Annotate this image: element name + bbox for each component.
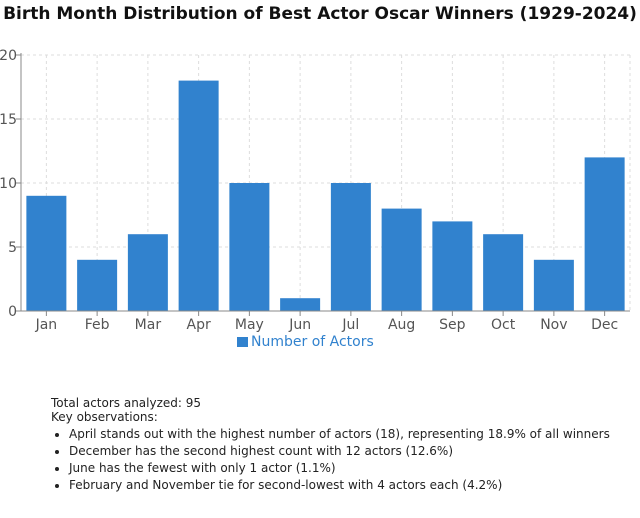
y-tick-label: 15 xyxy=(0,112,17,128)
bar-feb xyxy=(77,259,118,311)
observations-list: April stands out with the highest number… xyxy=(51,427,610,492)
x-tick-label: Aug xyxy=(388,317,415,333)
x-tick-label: Mar xyxy=(135,317,162,333)
bar-apr xyxy=(178,80,219,311)
bar-dec xyxy=(584,157,625,311)
x-tick-label: Nov xyxy=(540,317,567,333)
x-tick-label: Sep xyxy=(439,317,466,333)
x-tick-label: Apr xyxy=(187,317,211,333)
x-tick-label: May xyxy=(235,317,264,333)
observation-item: February and November tie for second-low… xyxy=(69,478,610,492)
bar-mar xyxy=(127,234,168,311)
x-tick-label: Dec xyxy=(591,317,618,333)
legend[interactable]: Number of Actors xyxy=(237,334,374,350)
bar-jul xyxy=(330,183,371,311)
total-text: Total actors analyzed: 95 xyxy=(51,396,202,410)
bar-chart: 0 5 10 15 20 Jan Feb Mar Apr May Jun Jul Aug Sep Oct No… xyxy=(0,48,631,333)
x-tick-label: Jun xyxy=(288,317,311,333)
y-tick-label: 0 xyxy=(8,304,17,320)
bar-jan xyxy=(26,195,67,311)
observation-item: December has the second highest count wi… xyxy=(69,444,610,458)
observations-heading: Key observations: xyxy=(51,410,158,424)
bar-aug xyxy=(381,208,422,311)
x-tick-label: Feb xyxy=(85,317,110,333)
x-tick-label: Oct xyxy=(491,317,516,333)
bar-nov xyxy=(533,259,574,311)
legend-label: Number of Actors xyxy=(251,334,374,350)
x-tick-label: Jul xyxy=(341,317,359,333)
bar-jun xyxy=(280,298,321,311)
observation-item: June has the fewest with only 1 actor (1… xyxy=(69,461,610,475)
bar-oct xyxy=(483,234,524,311)
bar-sep xyxy=(432,221,473,311)
y-tick-label: 5 xyxy=(8,240,17,256)
notes: Total actors analyzed: 95 Key observatio… xyxy=(51,396,610,495)
chart-title: Birth Month Distribution of Best Actor O… xyxy=(3,4,637,24)
legend-swatch xyxy=(237,337,248,347)
y-tick-label: 20 xyxy=(0,48,17,64)
observation-item: April stands out with the highest number… xyxy=(69,427,610,441)
y-tick-label: 10 xyxy=(0,176,17,192)
bar-may xyxy=(229,183,270,311)
x-tick-label: Jan xyxy=(35,317,58,333)
